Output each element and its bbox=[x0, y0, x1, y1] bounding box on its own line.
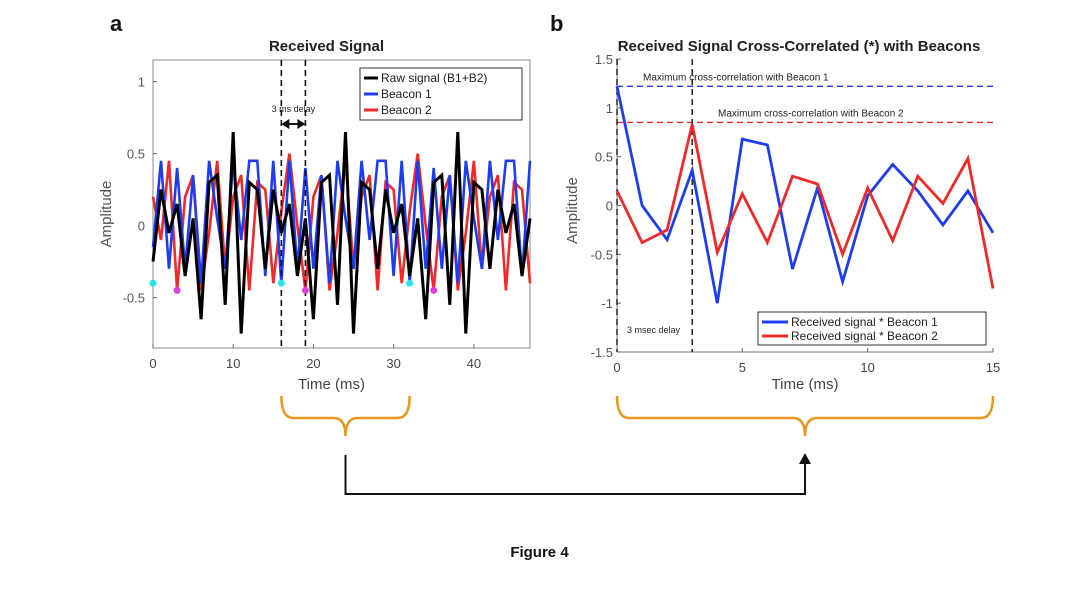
panel-a-marker-3 bbox=[301, 286, 309, 294]
panel-a-marker-4 bbox=[406, 279, 414, 287]
panel-a-legend-box bbox=[359, 67, 523, 121]
panel-a-xtick-label-3: 30 bbox=[386, 356, 400, 371]
panel-b-orange-brace bbox=[615, 395, 995, 437]
connector-arrowhead bbox=[799, 453, 811, 464]
panel-a-xtick-label-1: 10 bbox=[226, 356, 240, 371]
panel-b-xtick-label-0: 0 bbox=[613, 360, 620, 375]
panel-b-reference-label-1: Maximum cross-correlation with Beacon 2 bbox=[718, 108, 904, 119]
panel-a-xtick-label-2: 20 bbox=[306, 356, 320, 371]
panel-a-delay-arrowhead-left bbox=[281, 119, 290, 129]
panel-a-ytick-label-2: 0.5 bbox=[127, 147, 145, 162]
panel-b-xtick-label-3: 15 bbox=[986, 360, 1000, 375]
panel-a-ytick-label-3: 1 bbox=[138, 75, 145, 90]
panel-a-ylabel: Amplitude bbox=[98, 181, 115, 248]
panel-a-series-line-2 bbox=[151, 131, 532, 334]
panel-b-title: Received Signal Cross-Correlated (*) wit… bbox=[618, 38, 981, 55]
panel-b-series-line-1 bbox=[615, 124, 995, 289]
panel-b-ytick-label-3: 0 bbox=[606, 199, 613, 214]
panel-b-reference-label-0: Maximum cross-correlation with Beacon 1 bbox=[643, 72, 829, 83]
panel-a-delay-label: 3 ms delay bbox=[272, 104, 316, 114]
panel-a-axes-box bbox=[152, 59, 531, 349]
panel-b-ylabel: Amplitude bbox=[564, 177, 581, 244]
panel-a-ytick-label-1: 0 bbox=[138, 219, 145, 234]
panel-b-series-line-0 bbox=[615, 86, 995, 304]
panel-b-ytick-label-4: 0.5 bbox=[595, 150, 613, 165]
panel-a-legend-label-0: Raw signal (B1+B2) bbox=[381, 71, 487, 85]
panel-a-delay-arrowhead-right bbox=[297, 119, 306, 129]
panel-b-legend-label-0: Received signal * Beacon 1 bbox=[791, 315, 938, 329]
panel-b-xtick-label-1: 5 bbox=[739, 360, 746, 375]
panel-a-marker-1 bbox=[173, 286, 181, 294]
panel-a-marker-0 bbox=[149, 279, 157, 287]
panel-b-legend-box bbox=[757, 311, 987, 346]
panel-a-marker-5 bbox=[430, 286, 438, 294]
panel-b-ytick-label-5: 1 bbox=[606, 101, 613, 116]
panel-b-delay-label: 3 msec delay bbox=[627, 325, 681, 335]
panel-a-title: Received Signal bbox=[269, 38, 384, 55]
panel-a-marker-2 bbox=[277, 279, 285, 287]
panel-a-label: a bbox=[110, 11, 123, 36]
panel-a-legend-label-2: Beacon 2 bbox=[381, 103, 432, 117]
panel-b-xtick-label-2: 10 bbox=[860, 360, 874, 375]
panel-b-ytick-label-1: -1 bbox=[601, 296, 613, 311]
panel-a-xlabel: Time (ms) bbox=[298, 376, 365, 393]
panel-a-ytick-label-0: -0.5 bbox=[123, 291, 145, 306]
panel-b-ytick-label-2: -0.5 bbox=[591, 247, 613, 262]
panel-b-ytick-label-6: 1.5 bbox=[595, 52, 613, 67]
panel-a-legend-label-1: Beacon 1 bbox=[381, 87, 432, 101]
panel-a-orange-brace bbox=[280, 395, 411, 437]
panel-b-ytick-label-0: -1.5 bbox=[591, 345, 613, 360]
panel-a-xtick-label-0: 0 bbox=[149, 356, 156, 371]
connector-arrow-line bbox=[344, 455, 806, 495]
panel-b-xlabel: Time (ms) bbox=[772, 376, 839, 393]
figure-caption: Figure 4 bbox=[510, 544, 569, 561]
panel-b-label: b bbox=[550, 11, 563, 36]
panel-a-xtick-label-4: 40 bbox=[467, 356, 481, 371]
panel-b-legend-label-1: Received signal * Beacon 2 bbox=[791, 329, 938, 343]
